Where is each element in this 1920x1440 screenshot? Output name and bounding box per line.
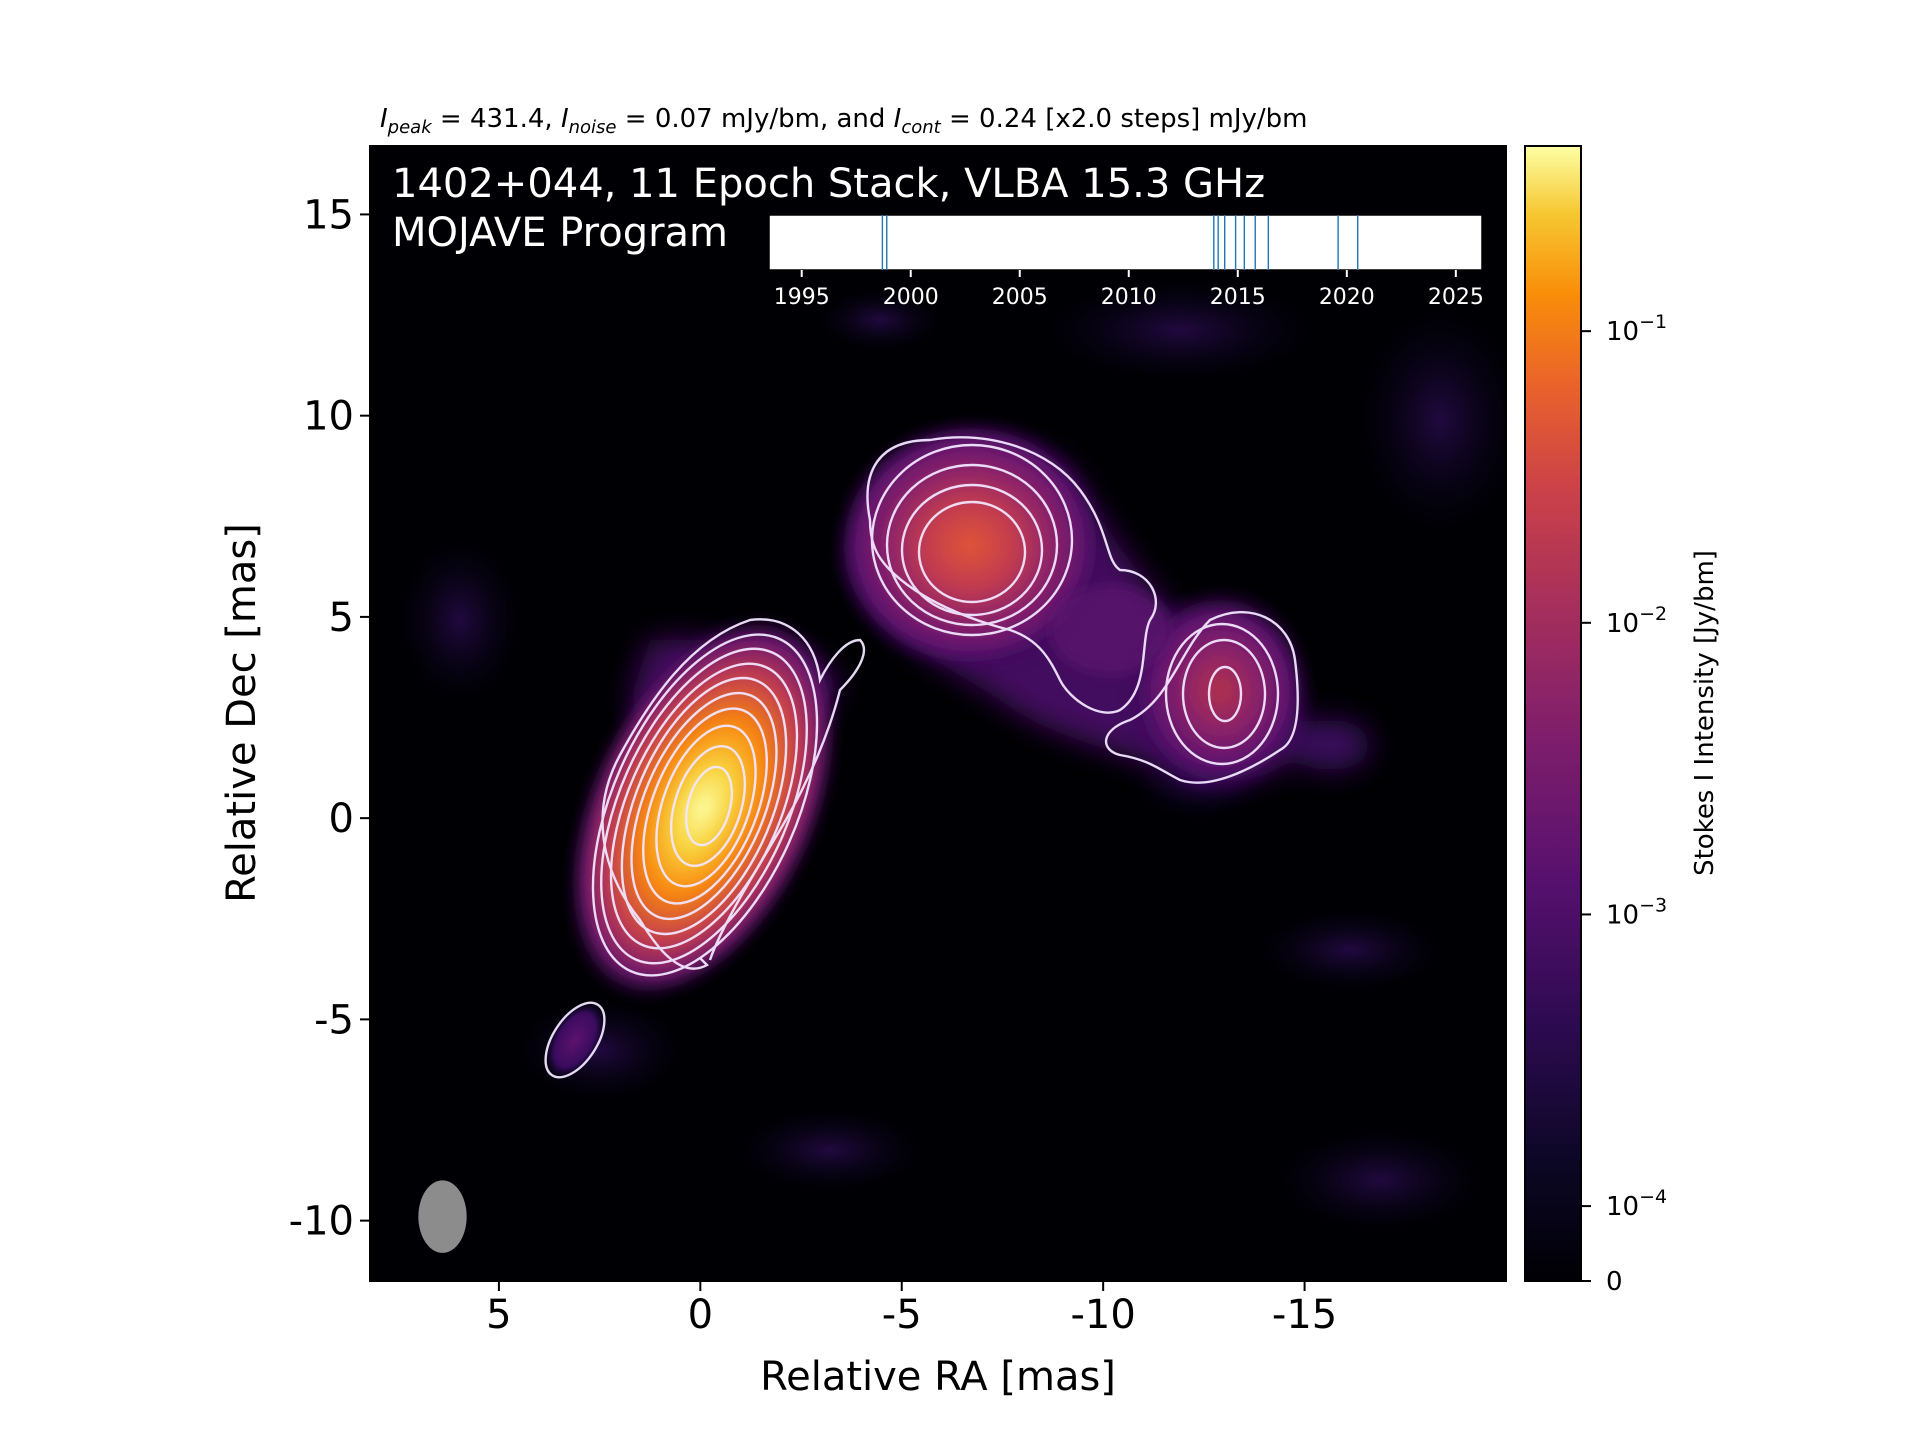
core-emission bbox=[567, 615, 839, 1001]
contour-core-10 bbox=[685, 765, 733, 847]
contour-jet-3 bbox=[885, 463, 1059, 627]
x-tick-label: -5 bbox=[882, 1292, 922, 1338]
colorbar-tick-label: 10−2 bbox=[1606, 603, 1667, 639]
beam-ellipse bbox=[418, 1180, 467, 1253]
epoch-tick-label: 1995 bbox=[774, 285, 830, 310]
contour-jet-2 bbox=[870, 443, 1074, 637]
epoch-axis: 1995 2000 2005 2010 2015 2020 2025 bbox=[774, 270, 1484, 310]
outer-knot-emission bbox=[1128, 588, 1312, 792]
colorbar-ticks: 10−1 10−2 10−3 10−4 0 bbox=[1581, 311, 1667, 1297]
y-tick-label: -5 bbox=[314, 997, 354, 1043]
contour-faint-feature bbox=[544, 1001, 606, 1079]
cont-value: 0.24 bbox=[979, 104, 1037, 134]
y-tick-label: 5 bbox=[329, 595, 354, 641]
header-text: Ipeak = 431.4, Inoise = 0.07 mJy/bm, and… bbox=[380, 104, 1308, 138]
plot-title-line1: 1402+044, 11 Epoch Stack, VLBA 15.3 GHz bbox=[392, 161, 1265, 207]
contour-core-8 bbox=[655, 724, 757, 888]
header-joiner: and bbox=[836, 104, 885, 134]
epoch-lines bbox=[881, 215, 1359, 270]
steps-text: [x2.0 steps] mJy/bm bbox=[1045, 104, 1307, 134]
peak-value: 431.4 bbox=[470, 104, 544, 134]
x-axis-label: Relative RA [mas] bbox=[760, 1354, 1116, 1400]
y-tick-label: 0 bbox=[329, 796, 354, 842]
x-axis: 5 0 -5 -10 -15 bbox=[486, 1281, 1337, 1338]
x-tick-label: 5 bbox=[486, 1292, 511, 1338]
plot-frame bbox=[369, 145, 1507, 1282]
contour-knot-2 bbox=[1164, 622, 1280, 766]
noise-value: 0.07 mJy/bm bbox=[655, 104, 820, 134]
x-tick-label: 0 bbox=[688, 1292, 713, 1338]
x-tick-label: -15 bbox=[1272, 1292, 1337, 1338]
epoch-tick-label: 2010 bbox=[1101, 285, 1157, 310]
contour-lines bbox=[544, 436, 1299, 1079]
y-tick-label: -10 bbox=[289, 1199, 354, 1245]
y-axis: 15 10 5 0 -5 -10 bbox=[289, 192, 370, 1245]
x-tick-label: -10 bbox=[1070, 1292, 1135, 1338]
epoch-inset-box bbox=[768, 214, 1483, 271]
epoch-tick-label: 2020 bbox=[1319, 285, 1375, 310]
contour-core-5 bbox=[620, 676, 788, 936]
epoch-tick-label: 2000 bbox=[883, 285, 939, 310]
contour-core-7 bbox=[642, 707, 768, 905]
y-tick-label: 10 bbox=[303, 394, 354, 440]
plot-title-line2: MOJAVE Program bbox=[392, 210, 728, 256]
contour-core-6 bbox=[630, 691, 778, 921]
epoch-timeline-inset: 1995 2000 2005 2010 2015 2020 2025 bbox=[768, 214, 1484, 310]
contour-jet-5 bbox=[917, 500, 1027, 604]
contour-core-9 bbox=[670, 744, 746, 868]
contour-core-2 bbox=[591, 633, 819, 977]
colorbar: 10−1 10−2 10−3 10−4 0 Stokes I Intensity [Jy… bbox=[1524, 145, 1720, 1297]
contour-knot-4 bbox=[1207, 665, 1243, 723]
colorbar-tick-label: 10−4 bbox=[1606, 1186, 1667, 1222]
contour-jet-4 bbox=[900, 483, 1044, 617]
colorbar-label: Stokes I Intensity [Jy/bm] bbox=[1690, 550, 1720, 876]
contour-knot-outer bbox=[1104, 610, 1299, 784]
y-tick-label: 15 bbox=[303, 192, 354, 238]
epoch-tick-label: 2005 bbox=[992, 285, 1048, 310]
epoch-tick-label: 2025 bbox=[1428, 285, 1484, 310]
y-axis-label: Relative Dec [mas] bbox=[219, 523, 265, 903]
colorbar-gradient bbox=[1524, 145, 1582, 1282]
contour-knot-3 bbox=[1181, 638, 1267, 750]
colorbar-tick-label: 10−1 bbox=[1606, 311, 1667, 347]
contour-core-4 bbox=[609, 662, 799, 950]
bridge-emission bbox=[1050, 585, 1170, 675]
contour-core-3 bbox=[600, 647, 808, 965]
epoch-tick-label: 2015 bbox=[1210, 285, 1266, 310]
colorbar-tick-label: 10−3 bbox=[1606, 894, 1667, 930]
colorbar-tick-label: 0 bbox=[1606, 1267, 1623, 1297]
image-panel bbox=[370, 146, 1506, 1281]
